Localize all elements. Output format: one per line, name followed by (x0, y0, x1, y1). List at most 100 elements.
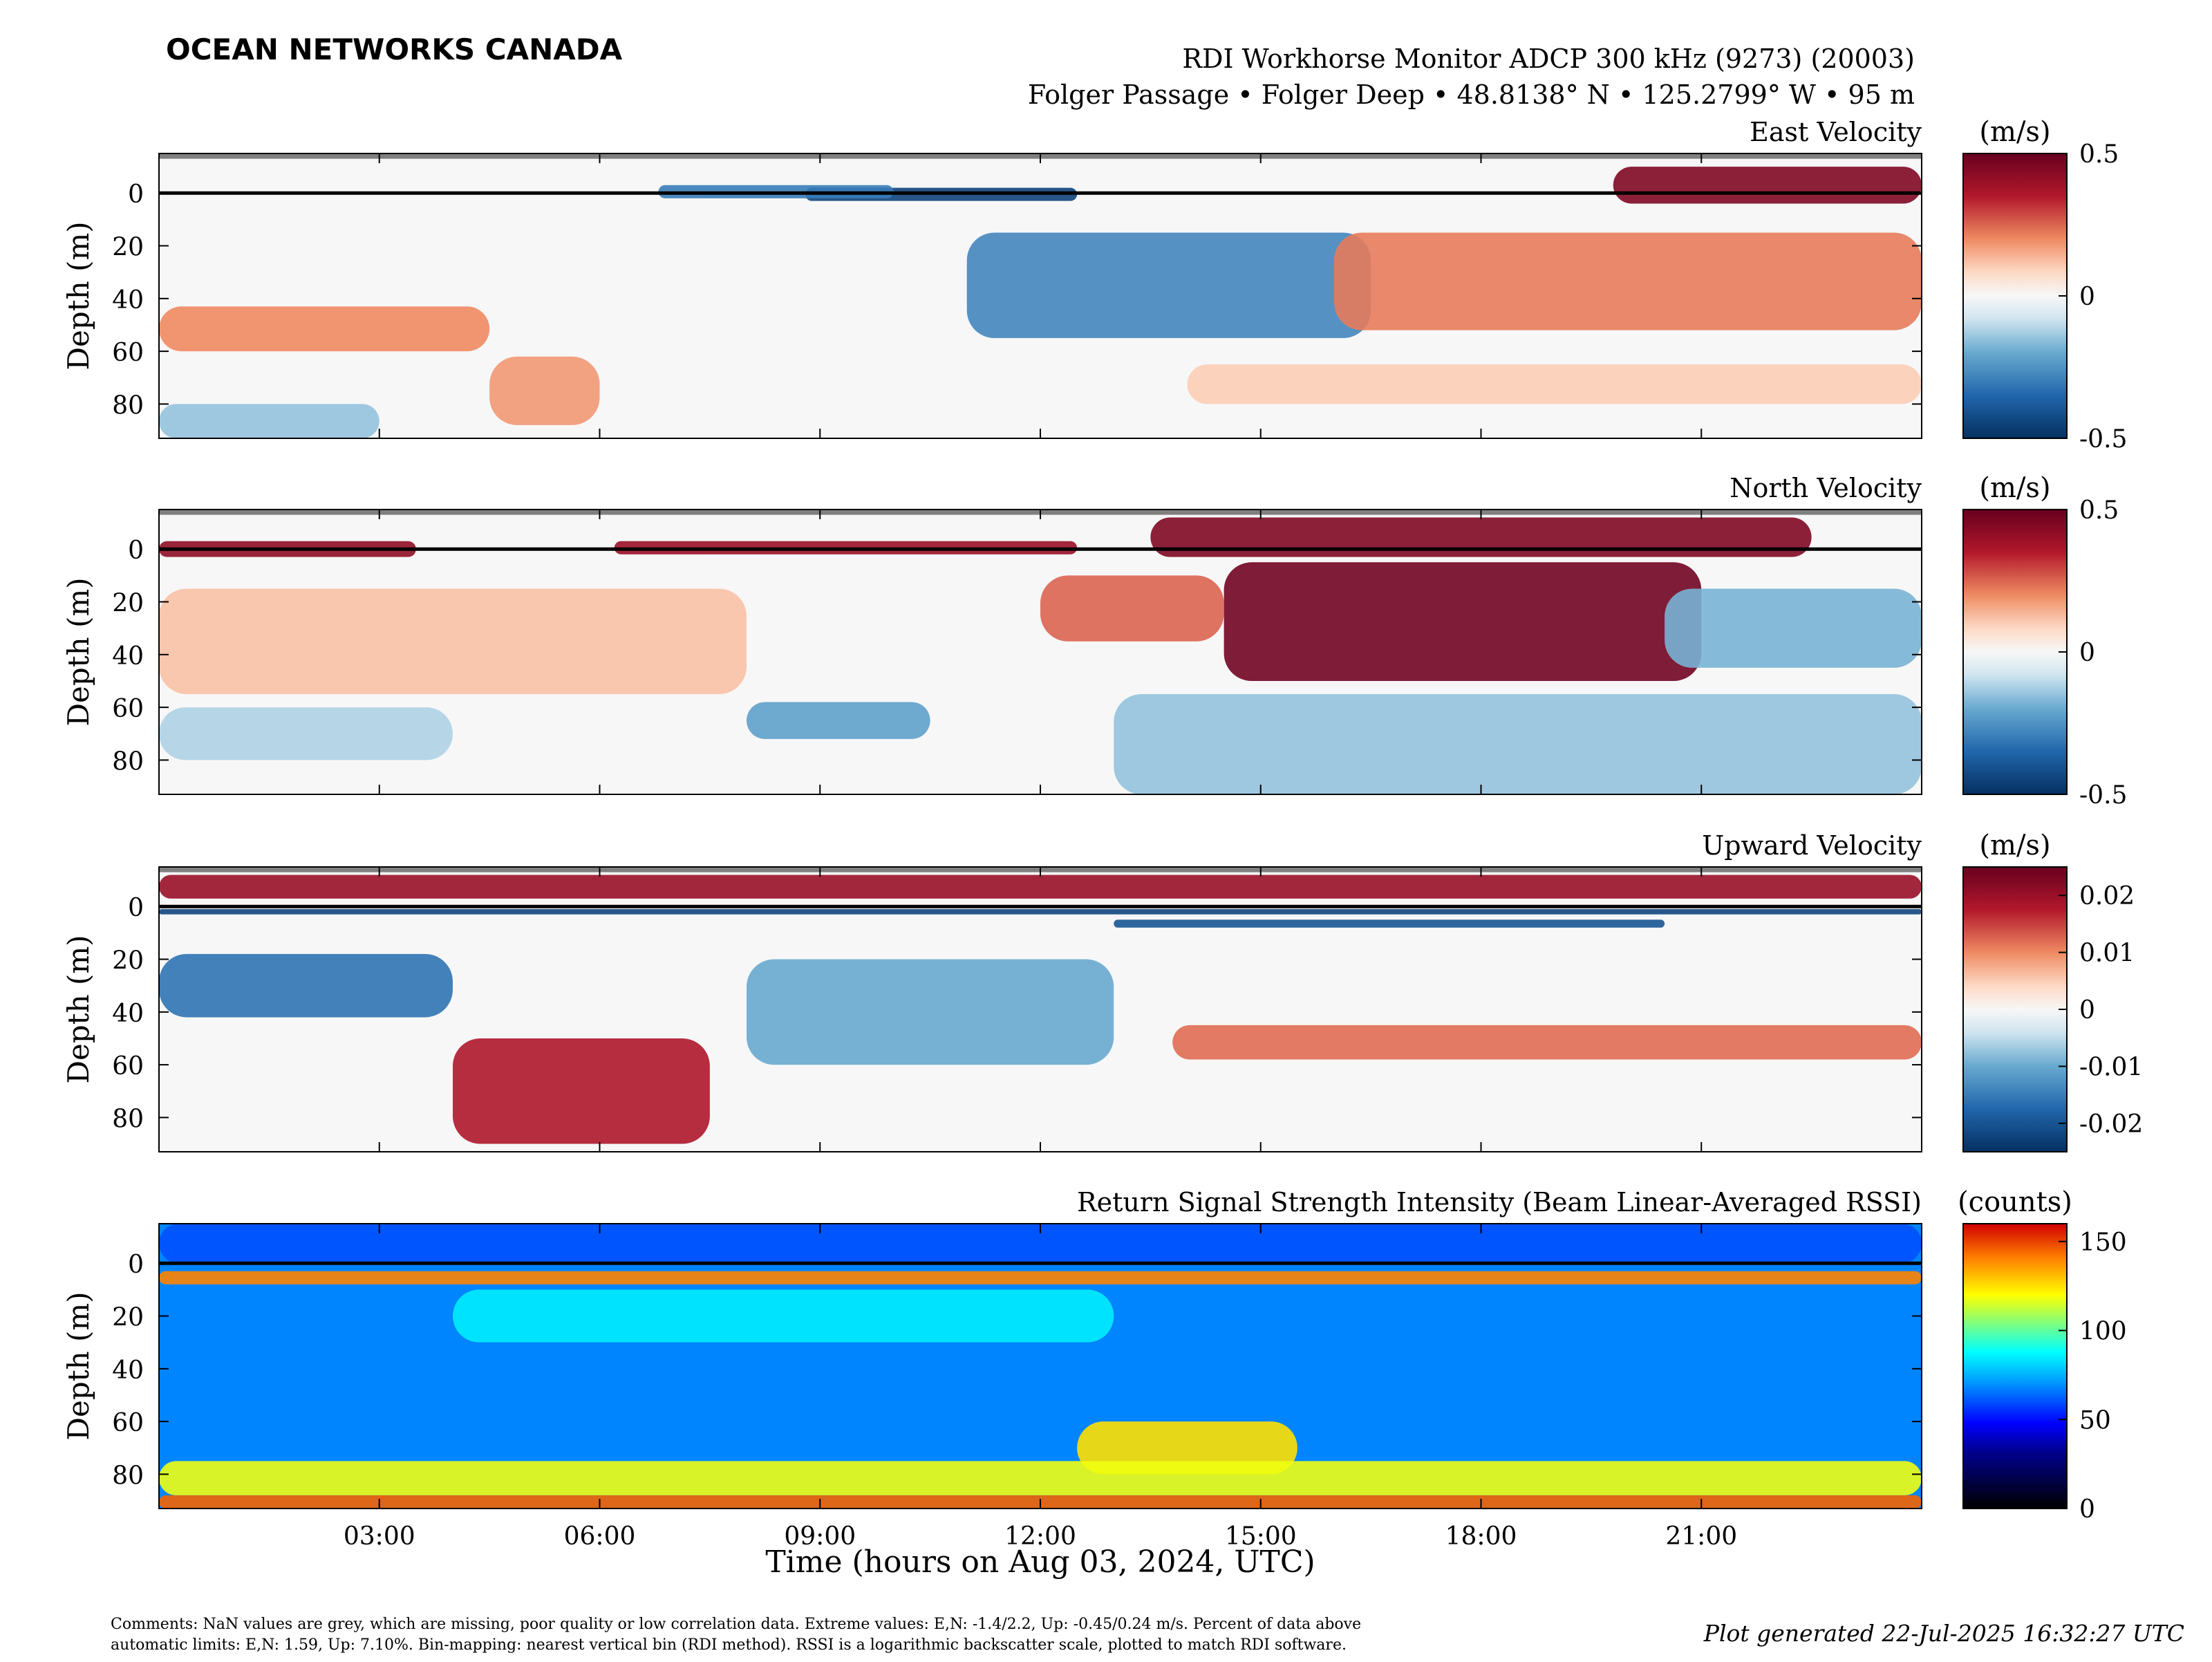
heatmap-feature (1613, 167, 1922, 204)
colorbar-2: 0.5 0 -0.5 (m/s) (1962, 472, 2127, 810)
colorbar-tick-label: -0.5 (2079, 781, 2127, 810)
heatmap-feature (1114, 919, 1665, 928)
colorbar-gradient (1962, 1223, 2068, 1509)
y-tick-label: 60 (112, 1409, 144, 1437)
heatmap-feature (159, 404, 379, 438)
heatmap-feature (453, 1038, 710, 1144)
panel-4: Return Signal Strength Intensity (Beam L… (62, 1186, 2127, 1524)
colorbar-tick-label: 0.01 (2079, 940, 2135, 968)
heatmap-feature (1114, 694, 1922, 794)
colorbar-label: (m/s) (1979, 830, 2050, 861)
panel-title: North Velocity (1730, 473, 1922, 503)
panel-2: North Velocity 0 20 40 60 80 Depth (m) 0.5 0 -0.5… (62, 472, 2127, 810)
panels: East Velocity 0 20 40 60 80 Depth (m) 0.5 0 -0.5 (… (62, 116, 2143, 1524)
y-tick-label: 0 (128, 180, 144, 209)
chart-subtitle: Folger Passage • Folger Deep • 48.8138° … (1028, 80, 1915, 110)
x-tick-label: 21:00 (1665, 1522, 1737, 1551)
colorbar-tick-label: 100 (2079, 1318, 2127, 1346)
colorbar-tick-label: 0 (2079, 996, 2095, 1025)
colorbar-tick-label: 0.5 (2079, 140, 2119, 169)
time-axis: Time (hours on Aug 03, 2024, UTC) 03:00 0… (344, 1522, 1737, 1580)
x-axis-label: Time (hours on Aug 03, 2024, UTC) (765, 1544, 1315, 1580)
y-axis-label: Depth (m) (62, 935, 95, 1083)
heatmap-feature (159, 909, 1922, 915)
y-axis-label: Depth (m) (62, 577, 95, 726)
heatmap-feature (159, 875, 1922, 899)
heatmap-3 (159, 867, 1922, 1152)
heatmap-feature (966, 232, 1371, 339)
heatmap-feature (1334, 232, 1922, 330)
x-tick-label: 09:00 (784, 1522, 856, 1551)
heatmap-feature (159, 306, 490, 352)
colorbar-tick-label: -0.5 (2079, 425, 2127, 454)
colorbar-tick-label: 0 (2079, 639, 2095, 667)
y-axis-label: Depth (m) (62, 221, 95, 370)
chart-title: RDI Workhorse Monitor ADCP 300 kHz (9273… (1182, 44, 1915, 74)
heatmap-feature (1040, 575, 1224, 642)
colorbar-tick-label: 0.5 (2079, 496, 2119, 525)
heatmap-feature (1224, 562, 1702, 681)
heatmap-feature (159, 1461, 1922, 1495)
colorbar-gradient (1962, 866, 2068, 1152)
x-tick-label: 06:00 (564, 1522, 636, 1551)
colorbar-label: (m/s) (1979, 472, 2050, 504)
y-tick-label: 40 (112, 1000, 144, 1028)
colorbar-tick-label: 0 (2079, 1495, 2095, 1524)
comments-line-2: automatic limits: E,N: 1.59, Up: 7.10%. … (111, 1636, 1347, 1654)
y-tick-label: 20 (112, 590, 144, 618)
comments-line-1: Comments: NaN values are grey, which are… (111, 1616, 1361, 1633)
y-tick-label: 20 (112, 947, 144, 975)
colorbar-4: 150 100 50 0 (counts) (1958, 1186, 2127, 1524)
heatmap-feature (453, 1289, 1114, 1343)
colorbar-tick-label: -0.01 (2079, 1053, 2143, 1081)
x-tick-label: 12:00 (1004, 1522, 1076, 1551)
heatmap-feature (159, 707, 453, 760)
heatmap-feature (747, 959, 1114, 1065)
colorbar-label: (m/s) (1979, 116, 2050, 148)
heatmap-feature (159, 1271, 1922, 1285)
panel-title: East Velocity (1750, 117, 1922, 147)
heatmap-feature (1150, 517, 1812, 557)
brand-logo: OCEAN NETWORKS CANADA (166, 32, 623, 66)
heatmap-feature (159, 1224, 1922, 1264)
heatmap-feature (1172, 1025, 1922, 1060)
colorbar-tick-label: 0.02 (2079, 882, 2135, 911)
y-tick-label: 40 (112, 1356, 144, 1385)
y-tick-label: 60 (112, 339, 144, 367)
heatmap-feature (1665, 588, 1922, 668)
heatmap-feature (1187, 364, 1922, 404)
colorbar-gradient (1962, 153, 2068, 439)
y-tick-label: 0 (128, 1251, 144, 1279)
colorbar-tick-label: 0 (2079, 283, 2095, 311)
x-tick-label: 03:00 (344, 1522, 415, 1551)
y-tick-label: 60 (112, 695, 144, 723)
colorbar-label: (counts) (1958, 1186, 2072, 1218)
y-tick-label: 20 (112, 234, 144, 262)
plot-generated-timestamp: Plot generated 22-Jul-2025 16:32:27 UTC (1703, 1620, 2184, 1647)
heatmap-1 (159, 153, 1922, 438)
y-tick-label: 80 (112, 391, 144, 420)
y-tick-label: 80 (112, 1462, 144, 1490)
colorbar-1: 0.5 0 -0.5 (m/s) (1962, 116, 2127, 454)
heatmap-4 (159, 1224, 1922, 1509)
y-tick-label: 0 (128, 536, 144, 565)
colorbar-tick-label: 50 (2079, 1406, 2111, 1435)
panel-1: East Velocity 0 20 40 60 80 Depth (m) 0.5 0 -0.5 (… (62, 116, 2127, 454)
heatmap-feature (747, 702, 930, 739)
heatmap-feature (489, 356, 600, 425)
y-tick-label: 20 (112, 1304, 144, 1332)
y-tick-label: 0 (128, 894, 144, 922)
panel-title: Return Signal Strength Intensity (Beam L… (1077, 1187, 1922, 1217)
colorbar-tick-label: -0.02 (2079, 1110, 2143, 1139)
heatmap-2 (159, 510, 1922, 794)
x-tick-label: 18:00 (1445, 1522, 1517, 1551)
colorbar-gradient (1962, 509, 2068, 795)
y-tick-label: 80 (112, 747, 144, 776)
heatmap-feature (159, 953, 453, 1018)
y-tick-label: 40 (112, 286, 144, 315)
colorbar-3: 0.02 0.01 0 -0.01 -0.02 (m/s) (1962, 830, 2143, 1152)
y-tick-label: 60 (112, 1052, 144, 1081)
